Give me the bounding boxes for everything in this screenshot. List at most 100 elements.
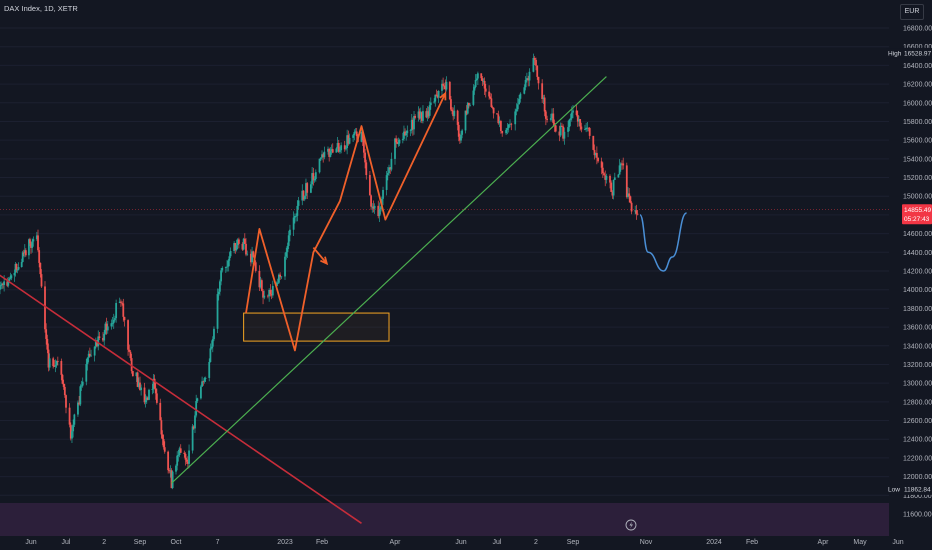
candle xyxy=(103,329,106,346)
x-tick-label: Apr xyxy=(818,539,830,546)
candle xyxy=(24,248,27,257)
red-trendline[interactable] xyxy=(0,187,362,525)
candle xyxy=(112,313,115,329)
candle xyxy=(563,127,566,145)
candle xyxy=(396,138,399,144)
y-tick-label: 13600.00 xyxy=(903,325,932,332)
candle xyxy=(319,157,322,161)
candle xyxy=(122,298,125,322)
candle xyxy=(81,377,84,388)
candle xyxy=(514,108,517,131)
candle xyxy=(330,144,333,155)
candle xyxy=(368,171,371,196)
candle xyxy=(246,250,249,256)
candle xyxy=(373,203,376,214)
candle xyxy=(137,377,140,389)
candle xyxy=(213,326,215,342)
candle xyxy=(48,353,51,371)
currency-label[interactable]: EUR xyxy=(900,4,924,20)
chart-title: DAX Index, 1D, XETR xyxy=(4,4,78,13)
candle xyxy=(178,446,181,458)
y-tick-label: 16200.00 xyxy=(903,82,932,89)
zigzag-branch xyxy=(312,247,328,265)
candle xyxy=(592,135,595,151)
candle xyxy=(417,106,420,122)
candle xyxy=(251,246,253,265)
candle xyxy=(433,98,436,104)
candle xyxy=(128,344,131,353)
last-price-tag: 14855.49 05:27:43 xyxy=(902,204,932,225)
candle xyxy=(184,452,187,466)
candle xyxy=(208,358,211,382)
candle xyxy=(619,162,622,172)
candle xyxy=(52,356,55,369)
candle xyxy=(221,266,224,273)
candle xyxy=(226,260,228,272)
candle xyxy=(336,137,339,152)
candle xyxy=(224,266,227,273)
candle xyxy=(628,188,631,203)
candle xyxy=(268,288,271,302)
candle xyxy=(220,268,222,286)
candle xyxy=(114,315,116,322)
indicator-panel xyxy=(0,503,889,536)
support-zone-rectangle[interactable] xyxy=(243,312,390,342)
candle xyxy=(195,394,198,418)
candle xyxy=(473,85,476,95)
lightning-icon[interactable] xyxy=(625,519,637,531)
candle xyxy=(372,200,375,213)
candle xyxy=(352,134,355,142)
candle xyxy=(542,94,545,105)
candle xyxy=(45,323,48,345)
candle xyxy=(395,135,398,148)
candle xyxy=(159,398,162,421)
candle xyxy=(73,413,76,428)
svg-text:11862.84: 11862.84 xyxy=(904,487,931,494)
x-tick-label: Jun xyxy=(455,539,466,546)
candle xyxy=(40,269,43,289)
candle xyxy=(411,117,414,136)
candle xyxy=(610,180,613,193)
candle xyxy=(329,147,332,158)
candle xyxy=(262,289,264,305)
candle xyxy=(236,238,239,250)
y-tick-label: 15200.00 xyxy=(903,175,932,182)
candle xyxy=(72,419,75,438)
candle xyxy=(527,75,530,87)
candle xyxy=(472,84,475,107)
candle xyxy=(237,237,240,249)
candle xyxy=(56,356,59,366)
candle xyxy=(335,147,338,153)
candle xyxy=(444,79,447,94)
y-tick-label: 12400.00 xyxy=(903,437,932,444)
candle xyxy=(60,358,63,381)
candle xyxy=(597,157,599,163)
candle xyxy=(245,238,247,257)
candle xyxy=(386,166,389,181)
candle xyxy=(287,230,290,250)
candle xyxy=(457,121,460,142)
candle xyxy=(218,279,221,296)
candle xyxy=(98,331,101,340)
candle xyxy=(604,170,607,187)
y-tick-label: 14200.00 xyxy=(903,269,932,276)
x-tick-label: Jul xyxy=(493,539,502,546)
y-tick-label: 12800.00 xyxy=(903,399,932,406)
candle xyxy=(635,204,638,220)
candle xyxy=(450,95,452,112)
candle xyxy=(186,456,189,469)
candle xyxy=(558,125,561,142)
candle xyxy=(7,277,10,288)
zigzag-path[interactable] xyxy=(245,93,447,352)
y-tick-label: 14000.00 xyxy=(903,287,932,294)
candle xyxy=(241,242,244,251)
candle xyxy=(312,167,315,186)
green-trendline[interactable] xyxy=(171,76,607,484)
candle xyxy=(270,289,273,300)
x-tick-label: Feb xyxy=(316,539,328,546)
candle xyxy=(110,319,113,330)
candle xyxy=(500,119,502,134)
projection-curve[interactable] xyxy=(639,212,688,272)
y-tick-label: 16000.00 xyxy=(903,100,932,107)
